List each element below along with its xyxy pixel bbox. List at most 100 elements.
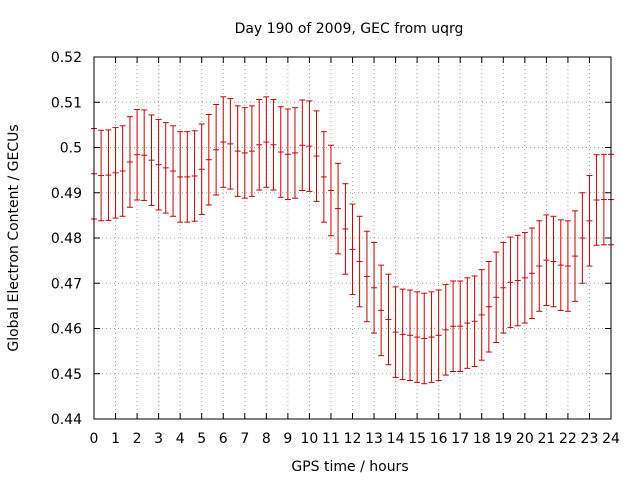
x-tick-label: 13 xyxy=(365,431,383,447)
error-bar-point xyxy=(234,105,241,197)
gec-series xyxy=(91,96,614,385)
error-bar-point xyxy=(213,104,220,196)
error-bar-point xyxy=(457,280,464,372)
error-bar-point xyxy=(205,113,212,206)
x-tick-label: 9 xyxy=(283,431,292,447)
x-tick-label: 4 xyxy=(176,431,185,447)
error-bar-point xyxy=(600,153,607,246)
error-bar-point xyxy=(98,129,105,222)
x-tick-label: 11 xyxy=(322,431,340,447)
x-tick-label: 15 xyxy=(408,431,426,447)
error-bar-point xyxy=(227,98,234,190)
error-bar-point xyxy=(435,289,442,382)
error-bar-point xyxy=(299,99,306,191)
error-bar-point xyxy=(543,214,550,306)
error-bar-point xyxy=(407,289,414,382)
error-bar-point xyxy=(342,183,349,275)
error-bar-point xyxy=(572,210,579,302)
x-tick-label: 18 xyxy=(473,431,491,447)
x-tick-label: 8 xyxy=(262,431,271,447)
error-bar-point xyxy=(241,107,248,199)
error-bar-point xyxy=(177,131,184,223)
error-bar-point xyxy=(277,106,284,198)
x-tick-labels: 0 1 2 3 4 5 6 7 8 9 10 11 12 13 14 15 16 17 18 19 20 21 22 23 24 xyxy=(90,431,620,447)
error-bar-point xyxy=(134,108,141,201)
error-bar-point xyxy=(378,264,385,357)
error-bar-point xyxy=(514,234,521,327)
x-tick-label: 12 xyxy=(344,431,362,447)
error-bar-point xyxy=(306,100,313,192)
x-tick-label: 14 xyxy=(387,431,405,447)
x-tick-label: 0 xyxy=(90,431,99,447)
error-bar-point xyxy=(313,110,320,202)
error-bar-point xyxy=(428,291,435,383)
x-tick-label: 23 xyxy=(581,431,599,447)
x-axis-title: GPS time / hours xyxy=(291,459,408,475)
x-tick-label: 7 xyxy=(240,431,249,447)
error-bar-point xyxy=(507,236,514,329)
x-tick-label: 1 xyxy=(111,431,120,447)
y-tick-label: 0.46 xyxy=(51,322,82,338)
error-bar-point xyxy=(586,175,593,267)
error-bar-point xyxy=(162,122,169,214)
error-bar-point xyxy=(363,230,370,323)
x-tick-label: 22 xyxy=(559,431,577,447)
x-tick-label: 3 xyxy=(154,431,163,447)
y-tick-labels: 0.44 0.45 0.46 0.47 0.48 0.49 0.5 0.51 0.52 xyxy=(51,50,82,428)
error-bar-point xyxy=(105,129,112,221)
error-bar-point xyxy=(528,227,535,320)
error-bar-point xyxy=(126,116,133,208)
error-bar-point xyxy=(184,131,191,223)
error-bar-point xyxy=(220,96,227,188)
x-tick-label: 21 xyxy=(537,431,555,447)
error-bar-point xyxy=(248,105,255,197)
error-bar-point xyxy=(399,288,406,381)
error-bar-point xyxy=(148,114,155,206)
y-tick-label: 0.48 xyxy=(51,231,82,247)
error-bar-point xyxy=(536,220,543,312)
x-tick-label: 10 xyxy=(301,431,319,447)
error-bar-point xyxy=(593,154,600,246)
error-bar-point xyxy=(550,215,557,308)
error-bar-point xyxy=(442,284,449,376)
y-tick-label: 0.5 xyxy=(60,141,82,157)
y-axis-title: Global Electron Content / GECUs xyxy=(6,124,22,351)
error-bar-point xyxy=(356,215,363,308)
error-bar-point xyxy=(521,232,528,324)
error-bar-point xyxy=(500,242,507,334)
x-tick-label: 20 xyxy=(516,431,534,447)
error-bar-point xyxy=(471,275,478,368)
error-bar-point xyxy=(119,125,126,217)
error-bar-point xyxy=(170,125,177,217)
y-tick-label: 0.45 xyxy=(51,367,82,383)
error-bar-point xyxy=(564,220,571,312)
error-bar-point xyxy=(112,127,119,219)
x-tick-label: 5 xyxy=(197,431,206,447)
chart-title: Day 190 of 2009, GEC from uqrg xyxy=(235,21,464,37)
x-tick-label: 24 xyxy=(602,431,620,447)
y-tick-label: 0.52 xyxy=(51,50,82,66)
error-bar-point xyxy=(335,162,342,255)
error-bar-point xyxy=(371,242,378,334)
error-bar-point xyxy=(349,203,356,296)
error-bar-point xyxy=(579,192,586,284)
error-bar-point xyxy=(191,130,198,222)
x-tick-label: 16 xyxy=(430,431,448,447)
error-bar-point xyxy=(284,108,291,201)
error-bar-point xyxy=(270,99,277,191)
error-bar-point xyxy=(327,144,334,237)
error-bar-point xyxy=(263,96,270,188)
error-bar-point xyxy=(493,251,500,344)
error-bar-point xyxy=(385,273,392,366)
x-tick-label: 19 xyxy=(494,431,512,447)
y-tick-label: 0.44 xyxy=(51,412,82,428)
error-bar-point xyxy=(464,277,471,369)
error-bar-point xyxy=(291,107,298,199)
error-bar-point xyxy=(198,123,205,215)
error-bar-point xyxy=(141,109,148,201)
error-bar-point xyxy=(155,118,162,211)
x-tick-label: 17 xyxy=(451,431,469,447)
x-tick-label: 6 xyxy=(219,431,228,447)
error-bar-point xyxy=(414,291,421,383)
